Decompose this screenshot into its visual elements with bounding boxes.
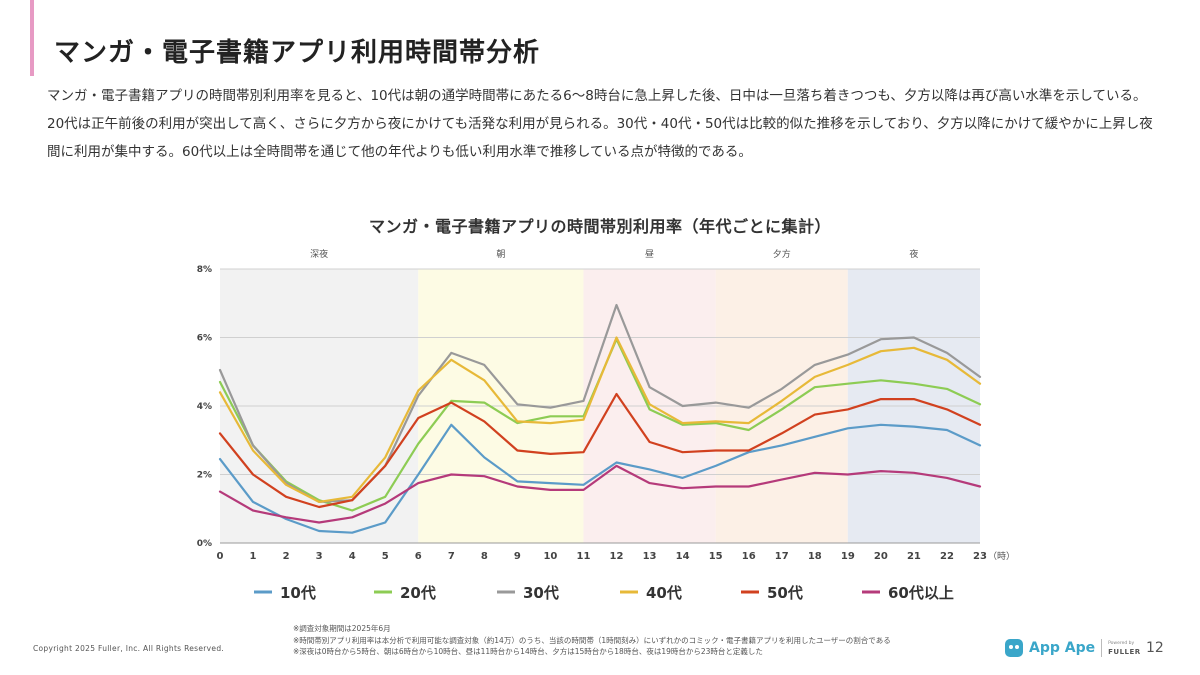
logo-divider bbox=[1101, 639, 1103, 657]
band-label: 夕方 bbox=[773, 248, 791, 260]
app-ape-icon bbox=[1005, 639, 1023, 657]
y-tick-label: 2% bbox=[197, 471, 212, 481]
line-chart: 深夜朝昼夕方 夜0%2%4%6%8%0 1 2 3 4 5 6 7 8 9 10 11 12 13 14 15 1… bbox=[197, 248, 1015, 602]
slide-body-text: マンガ・電子書籍アプリの時間帯別利用率を見ると、10代は朝の通学時間帯にあたる6… bbox=[47, 88, 1153, 160]
x-tick-label: 6 bbox=[415, 551, 422, 562]
copyright: Copyright 2025 Fuller, Inc. All Rights R… bbox=[33, 644, 225, 653]
footnote-definition: ※時間帯別アプリ利用率は本分析で利用可能な調査対象（約14万）のうち、当該の時間… bbox=[293, 635, 891, 645]
series-line-5 bbox=[218, 464, 982, 524]
band-label: 深夜 bbox=[310, 248, 328, 260]
chart-title: マンガ・電子書籍アプリの時間帯別利用率（年代ごとに集計） bbox=[368, 217, 831, 236]
legend-label: 20代 bbox=[400, 584, 436, 602]
x-tick-label: 2 bbox=[283, 551, 290, 562]
x-tick-label: 7 bbox=[448, 551, 455, 562]
x-tick-label: 21 bbox=[907, 551, 921, 562]
x-tick-label: 9 bbox=[514, 551, 521, 562]
x-tick-label: 13 bbox=[643, 551, 657, 562]
y-tick-label: 0% bbox=[197, 539, 212, 549]
powered-by-fuller: Powered by FULLER bbox=[1108, 640, 1141, 656]
legend-label: 30代 bbox=[523, 584, 559, 602]
powered-by-label: Powered by bbox=[1108, 641, 1135, 646]
x-tick-label: 12 bbox=[610, 551, 624, 562]
legend-label: 60代以上 bbox=[888, 584, 954, 602]
x-tick-label: 16 bbox=[742, 551, 756, 562]
x-tick-label: 5 bbox=[382, 551, 389, 562]
x-tick-label: 17 bbox=[775, 551, 789, 562]
x-tick-label: 11 bbox=[577, 551, 591, 562]
fuller-logo: FULLER bbox=[1108, 648, 1141, 656]
y-tick-label: 8% bbox=[197, 265, 212, 275]
app-name: App Ape bbox=[1029, 640, 1096, 656]
x-tick-label: 4 bbox=[349, 551, 356, 562]
legend-label: 10代 bbox=[280, 584, 316, 602]
x-tick-label: 18 bbox=[808, 551, 822, 562]
x-tick-label: 10 bbox=[543, 551, 557, 562]
x-tick-label: 3 bbox=[316, 551, 323, 562]
footnotes: ※調査対象期間は2025年6月 ※時間帯別アプリ利用率は本分析で利用可能な調査対… bbox=[293, 623, 891, 658]
title-accent-bar bbox=[30, 0, 34, 76]
footnote-period: ※調査対象期間は2025年6月 bbox=[293, 624, 391, 633]
y-tick-label: 4% bbox=[197, 402, 212, 412]
x-tick-label: 8 bbox=[481, 551, 488, 562]
x-tick-label: 23 bbox=[973, 551, 987, 562]
x-unit-label: （時） bbox=[988, 551, 1015, 562]
page-number: 12 bbox=[1146, 640, 1164, 656]
series-line-0 bbox=[218, 423, 982, 534]
x-tick-label: 22 bbox=[940, 551, 954, 562]
series-line-4 bbox=[218, 392, 982, 509]
slide-title: マンガ・電子書籍アプリ利用時間帯分析 bbox=[54, 38, 541, 68]
legend-label: 50代 bbox=[767, 584, 803, 602]
x-tick-label: 20 bbox=[874, 551, 888, 562]
band-label: 夜 bbox=[909, 248, 918, 260]
x-tick-label: 15 bbox=[709, 551, 723, 562]
band-label: 朝 bbox=[496, 249, 505, 260]
x-tick-label: 19 bbox=[841, 551, 855, 562]
x-tick-label: 14 bbox=[676, 551, 690, 562]
x-tick-label: 1 bbox=[250, 551, 257, 562]
footnote-timebands: ※深夜は0時台から5時台、朝は6時台から10時台、昼は11時台から14時台、夕方… bbox=[293, 647, 763, 656]
band-label: 昼 bbox=[645, 249, 654, 260]
series-line-3 bbox=[218, 336, 982, 503]
legend-label: 40代 bbox=[646, 584, 682, 602]
app-ape-logo: App Ape Powered by FULLER bbox=[1005, 637, 1141, 659]
y-tick-label: 6% bbox=[197, 334, 212, 344]
x-tick-label: 0 bbox=[217, 551, 224, 562]
